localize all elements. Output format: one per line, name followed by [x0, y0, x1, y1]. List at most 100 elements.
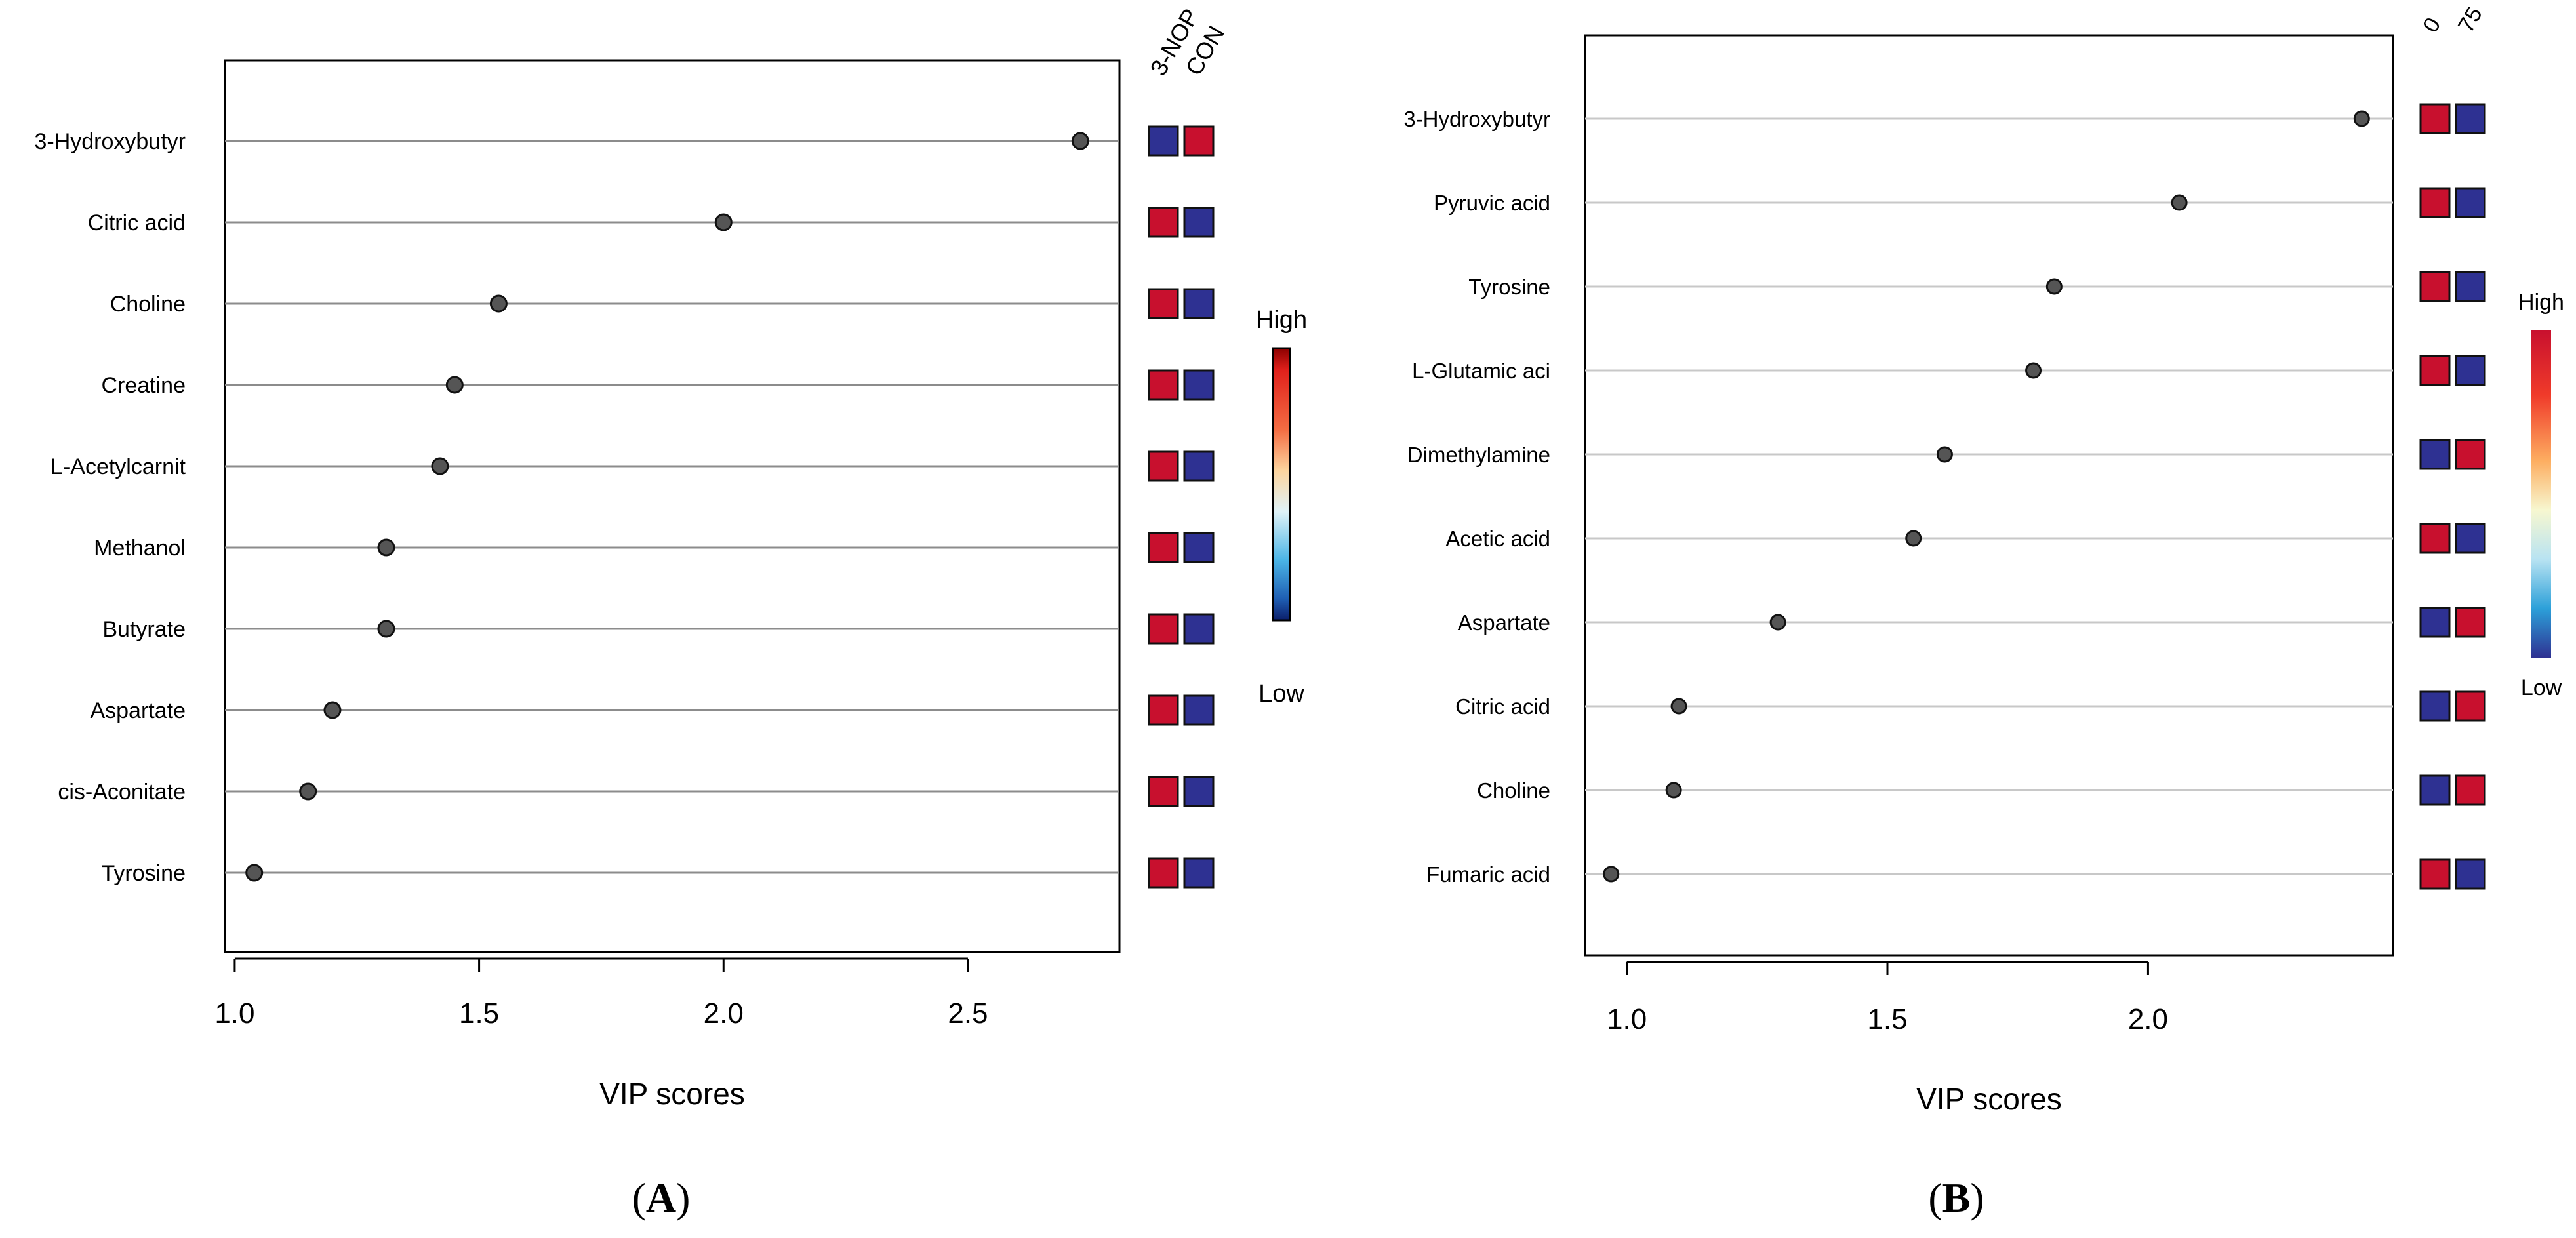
heat-cell	[2455, 439, 2486, 470]
heat-cell	[1148, 125, 1179, 157]
grid-lines	[1585, 117, 2393, 875]
color-legend-bar	[2531, 330, 2551, 658]
x-tick-label: 2.0	[2128, 1003, 2168, 1035]
vip-point	[299, 782, 317, 801]
feature-label: Creatine	[101, 373, 186, 398]
heat-cell	[2419, 187, 2451, 218]
heat-cell	[2455, 355, 2486, 386]
x-axis-label: VIP scores	[599, 1077, 745, 1111]
vip-point	[1670, 698, 1687, 715]
data-points	[1603, 110, 2370, 883]
heat-cell	[2419, 355, 2451, 386]
color-legend-bar	[1272, 347, 1291, 622]
x-tick-label: 1.0	[1607, 1003, 1647, 1035]
vip-point	[2045, 278, 2063, 295]
heat-cell	[1148, 857, 1179, 889]
legend-high-label: High	[1256, 306, 1307, 334]
panel-a: 3-Hydroxybutyr Citric acid Choline Creatine…	[34, 4, 1307, 1221]
feature-label: Choline	[110, 292, 186, 317]
vip-point	[714, 213, 733, 231]
heat-cell	[2455, 607, 2486, 638]
heatmap-cells	[1148, 125, 1215, 889]
feature-label: Acetic acid	[1445, 527, 1550, 551]
vip-point	[245, 864, 264, 882]
feature-label: Dimethylamine	[1407, 443, 1550, 467]
vip-point	[431, 457, 449, 475]
vip-point	[1769, 614, 1786, 631]
vip-point	[489, 294, 508, 313]
heat-cell	[1183, 857, 1215, 889]
vip-point	[1603, 866, 1620, 883]
heat-cell	[2455, 690, 2486, 722]
vip-point	[377, 538, 395, 557]
feature-labels: 3-Hydroxybutyr Citric acid Choline Creatine…	[34, 129, 186, 886]
feature-label: L-Acetylcarnit	[50, 454, 186, 479]
heat-cell	[1183, 694, 1215, 726]
group-label: 0	[2418, 14, 2445, 37]
vip-point	[323, 701, 342, 719]
x-axis-label: VIP scores	[1916, 1082, 2062, 1116]
vip-point	[1665, 782, 1682, 799]
vip-point	[2353, 110, 2370, 127]
heat-cell	[1183, 207, 1215, 238]
plot-frame	[224, 59, 1121, 953]
vip-point	[445, 376, 464, 394]
panel-label-a: (A)	[632, 1174, 691, 1221]
feature-label: Tyrosine	[1468, 275, 1550, 299]
heat-cell	[2455, 523, 2486, 554]
heat-cell	[2419, 858, 2451, 890]
legend-high-label: High	[2518, 290, 2564, 315]
feature-label: Citric acid	[1455, 694, 1550, 719]
panel-letter-a: A	[646, 1174, 676, 1221]
heat-cell	[2455, 774, 2486, 806]
feature-label: Pyruvic acid	[1434, 191, 1550, 215]
feature-label: Methanol	[94, 536, 186, 561]
heat-cell	[2419, 607, 2451, 638]
heatmap-cells	[2419, 103, 2486, 890]
heat-cell	[2455, 187, 2486, 218]
heat-cell	[2419, 271, 2451, 302]
heat-cell	[1148, 694, 1179, 726]
feature-labels: 3-Hydroxybutyr Pyruvic acid Tyrosine L-Glut…	[1403, 107, 1550, 887]
heat-cell	[1183, 450, 1215, 482]
heat-cell	[1148, 532, 1179, 563]
plot-frame	[1584, 34, 2394, 957]
group-labels: 0 75	[2418, 3, 2487, 37]
heat-cell	[1148, 450, 1179, 482]
x-tick-label: 1.5	[459, 997, 499, 1029]
heat-cell	[1183, 369, 1215, 401]
grid-lines	[225, 140, 1119, 874]
heat-cell	[1148, 369, 1179, 401]
feature-label: 3-Hydroxybutyr	[34, 129, 186, 154]
panel-letter-b: B	[1942, 1174, 1971, 1221]
heat-cell	[1183, 125, 1215, 157]
heat-cell	[2419, 774, 2451, 806]
heat-cell	[1148, 613, 1179, 645]
feature-label: Butyrate	[102, 617, 186, 642]
heat-cell	[2419, 439, 2451, 470]
vip-point	[1905, 530, 1922, 547]
heat-cell	[1183, 776, 1215, 807]
heat-cell	[2419, 103, 2451, 134]
x-axis: 1.0 1.5 2.0 2.5	[214, 957, 988, 1029]
heat-cell	[1183, 613, 1215, 645]
legend-low-label: Low	[2521, 675, 2562, 700]
heat-cell	[2419, 523, 2451, 554]
heat-cell	[1148, 288, 1179, 319]
vip-point	[1936, 446, 1953, 463]
x-tick-label: 1.0	[214, 997, 254, 1029]
legend-low-label: Low	[1258, 680, 1304, 708]
panel-label-b: (B)	[1928, 1174, 1984, 1221]
heat-cell	[1183, 288, 1215, 319]
heat-cell	[2455, 103, 2486, 134]
vip-point	[1071, 132, 1089, 150]
feature-label: cis-Aconitate	[58, 780, 186, 805]
x-tick-label: 2.5	[948, 997, 988, 1029]
feature-label: Citric acid	[88, 210, 186, 235]
feature-label: L-Glutamic aci	[1412, 359, 1550, 383]
heat-cell	[2455, 271, 2486, 302]
heat-cell	[1148, 207, 1179, 238]
heat-cell	[2455, 858, 2486, 890]
